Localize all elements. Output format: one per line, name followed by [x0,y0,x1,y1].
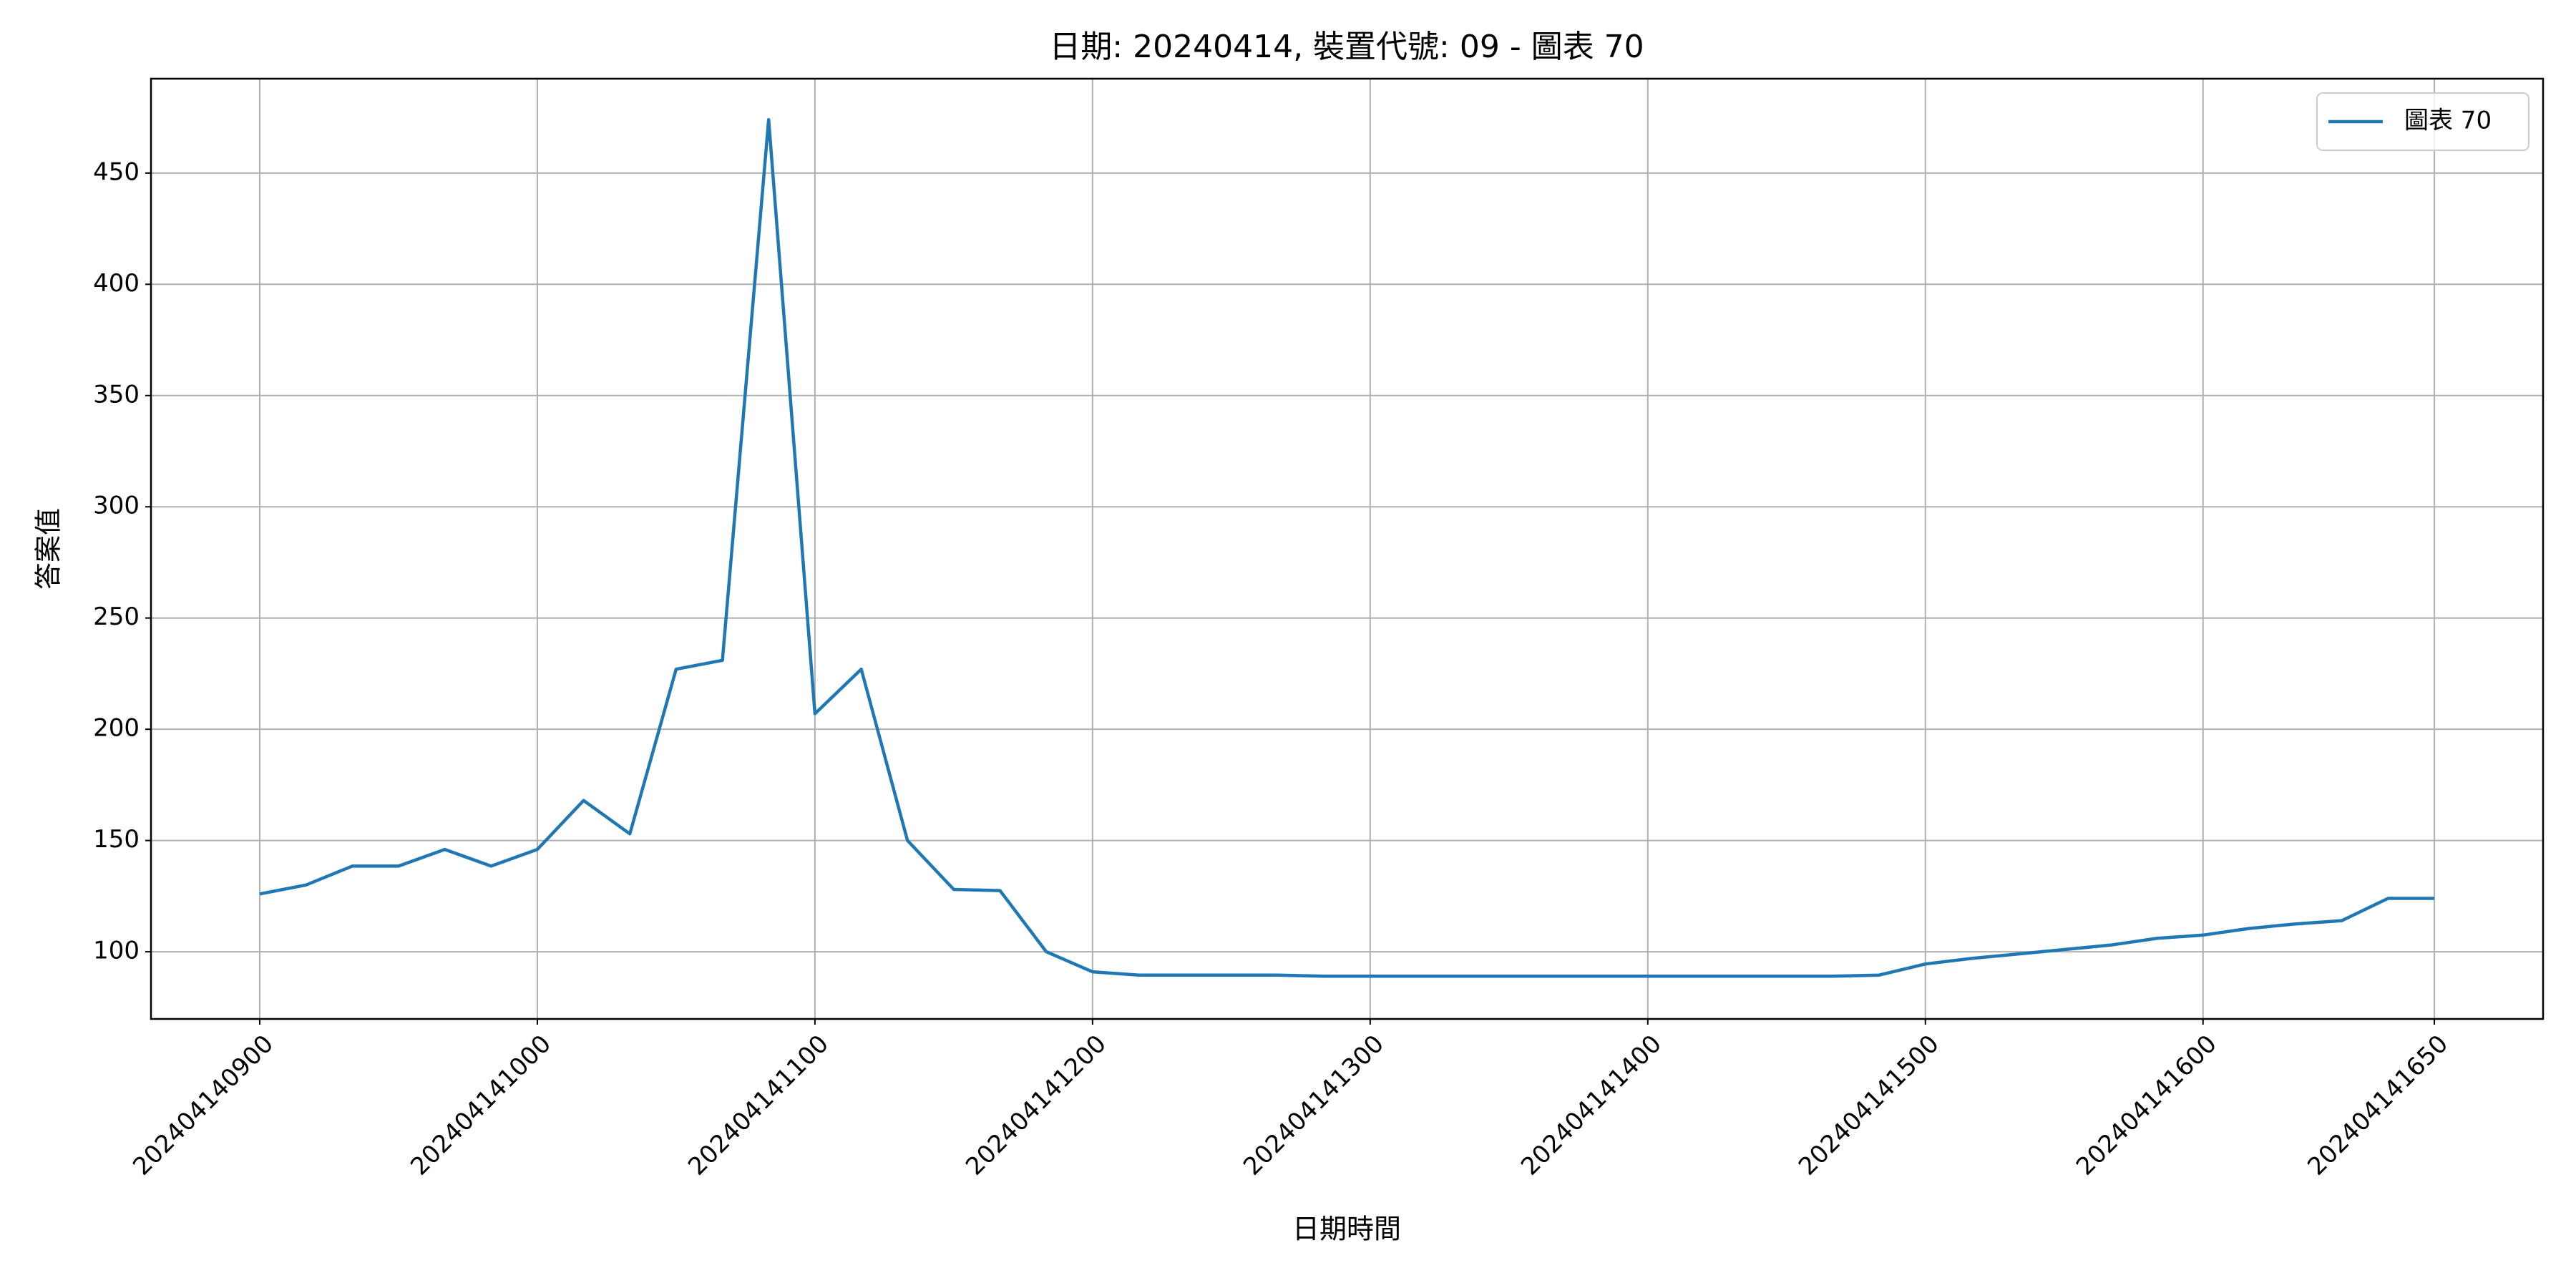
y-tick-label: 300 [93,492,140,520]
y-tick-label: 450 [93,157,140,186]
plot-frame [150,77,2545,1020]
y-tick-label: 150 [93,825,140,854]
y-tick-label: 400 [93,269,140,298]
y-tick-label: 350 [93,380,140,409]
legend-box [2316,92,2529,151]
y-tick-label: 100 [93,937,140,965]
data-line [259,117,2434,978]
x-axis-label: 日期時間 [1292,1214,1401,1245]
y-tick-label: 250 [93,602,140,631]
chart-title: 日期: 20240414, 裝置代號: 09 - 圖表 70 [1049,29,1644,65]
legend: 圖表 70 [2316,92,2529,151]
legend-label: 圖表 70 [2404,107,2492,135]
y-tick-label: 200 [93,714,140,743]
y-axis-label: 答案值 [33,508,64,590]
